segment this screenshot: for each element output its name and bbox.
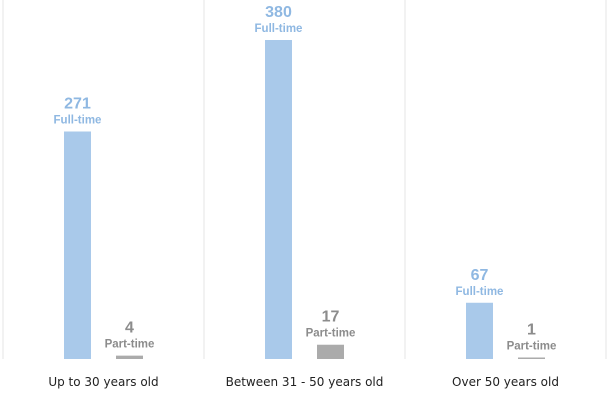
bar-full-time-up-to-30-years-old — [64, 131, 91, 359]
category-label-over-50-years-old: Over 50 years old — [452, 375, 559, 389]
series-label-part-time-up-to-30-years-old: Part-time — [105, 339, 155, 351]
data-labels-group: 271 Full-time 4 Part-time 380 Full-time 17 Part… — [54, 4, 557, 353]
bar-part-time-between-31-50-years-old — [317, 344, 344, 359]
bars-group — [64, 40, 545, 359]
bar-full-time-over-50-years-old — [466, 302, 493, 359]
category-label-up-to-30-years-old: Up to 30 years old — [48, 375, 158, 389]
bar-part-time-up-to-30-years-old — [116, 355, 143, 359]
series-label-full-time-over-50-years-old: Full-time — [456, 286, 504, 298]
category-separators — [2, 0, 607, 359]
series-label-part-time-over-50-years-old: Part-time — [507, 341, 557, 353]
value-label-part-time-between-31-50-years-old: 17 — [322, 309, 340, 326]
value-label-part-time-up-to-30-years-old: 4 — [125, 320, 134, 337]
value-label-part-time-over-50-years-old: 1 — [527, 322, 536, 339]
bar-full-time-between-31-50-years-old — [265, 40, 292, 359]
bar-part-time-over-50-years-old — [518, 357, 545, 359]
series-label-part-time-between-31-50-years-old: Part-time — [306, 328, 356, 340]
series-label-full-time-up-to-30-years-old: Full-time — [54, 115, 102, 127]
value-label-full-time-over-50-years-old: 67 — [471, 267, 489, 284]
category-label-between-31-50-years-old: Between 31 - 50 years old — [226, 375, 384, 389]
category-labels-group: Up to 30 years old Between 31 - 50 years … — [48, 375, 559, 389]
value-label-full-time-between-31-50-years-old: 380 — [265, 4, 292, 21]
series-label-full-time-between-31-50-years-old: Full-time — [255, 23, 303, 35]
value-label-full-time-up-to-30-years-old: 271 — [64, 96, 91, 113]
